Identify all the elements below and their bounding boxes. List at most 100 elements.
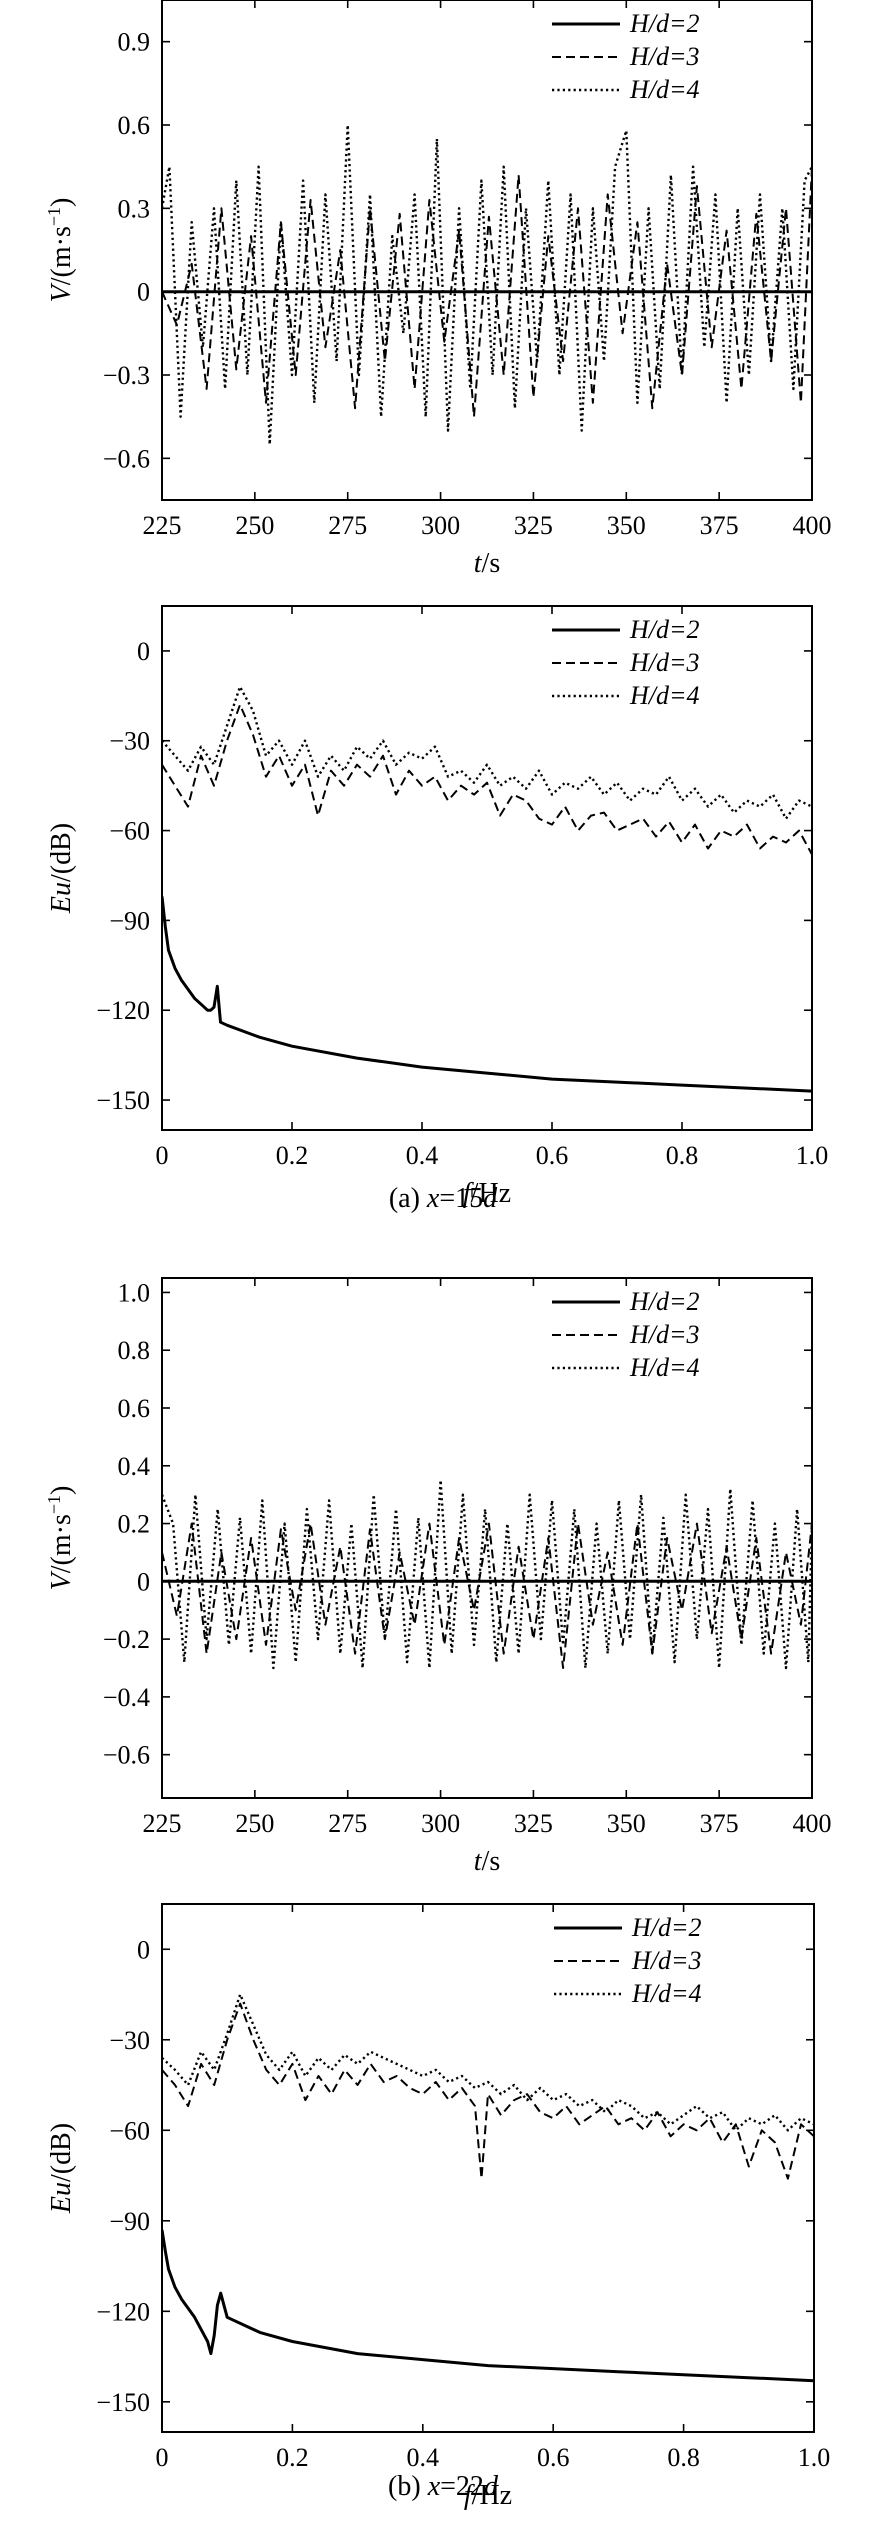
caption-b-var: x <box>427 2471 441 2502</box>
chart2-ytick-label: 0 <box>137 1567 150 1596</box>
chart3-legend-label: H/d=2 <box>631 1913 702 1942</box>
chart3-xtick-label: 0.8 <box>667 2443 700 2472</box>
chart3-series-line-solid <box>162 2229 814 2383</box>
chart0-ytick-label: 0 <box>137 278 150 307</box>
chart1-xtick-label: 0.6 <box>536 1141 569 1170</box>
chart3-xtick-label: 0.2 <box>276 2443 309 2472</box>
chart0-ytick-label: −0.3 <box>103 361 150 390</box>
chart2-ytick-label: 0.6 <box>118 1394 151 1423</box>
chart2-legend-label: H/d=3 <box>629 1320 700 1349</box>
chart3-series-line-dashed <box>162 2002 814 2180</box>
chart0-xtick-label: 350 <box>607 511 646 540</box>
chart2-series-line-dashed <box>162 1522 812 1669</box>
panel-a-velocity-chart: 225 250 275 300 325 350 375 400 −0.6 −0.3 0 0.3 0.6 0… <box>44 0 832 579</box>
chart0-x-axis-label: t/s <box>474 548 500 579</box>
chart2-series-line-dotted <box>162 1478 812 1670</box>
chart0-y-axis-unit-sup: −1 <box>44 207 64 226</box>
chart3-y-axis-label: Eu/(dB) <box>46 2123 77 2214</box>
chart1-ytick-label: −150 <box>96 1086 150 1115</box>
chart2-ytick-label: −0.4 <box>103 1683 150 1712</box>
chart0-ytick-label: 0.9 <box>118 28 151 57</box>
chart0-xtick-label: 375 <box>700 511 739 540</box>
chart0-xtick-label: 400 <box>793 511 832 540</box>
chart2-y-axis-var: V <box>46 1570 77 1590</box>
chart1-legend-label: H/d=4 <box>629 681 700 710</box>
panel-b-spectrum-chart: 0 0.2 0.4 0.6 0.8 1.0 −150 −120 −90 −60 −30 0 f/Hz Eu… <box>46 1903 830 2511</box>
caption-a-unit: d <box>483 1183 498 1214</box>
chart0-xtick-label: 225 <box>143 511 182 540</box>
chart1-x-axis-unit: /Hz <box>471 1178 511 1209</box>
chart0-y-axis-unit-tail: ) <box>46 198 77 207</box>
chart2-ytick-label: −0.6 <box>103 1741 150 1770</box>
chart0-legend-label: H/d=3 <box>629 42 700 71</box>
chart3-xtick-label: 0.4 <box>407 2443 440 2472</box>
chart0-ytick-label: 0.6 <box>118 111 151 140</box>
chart2-xtick-label: 400 <box>793 1809 832 1838</box>
chart2-y-axis-unit: /(m·s <box>46 1514 77 1573</box>
chart1-x-axis-var: f <box>463 1178 474 1209</box>
chart0-ytick-label: −0.6 <box>103 444 150 473</box>
chart2-xtick-label: 275 <box>328 1809 367 1838</box>
chart1-y-axis-label: Eu/(dB) <box>46 823 77 914</box>
chart1-xtick-label: 0 <box>156 1141 169 1170</box>
chart3-x-axis-unit: /Hz <box>472 2480 512 2511</box>
chart2-x-axis-var: t <box>474 1846 483 1877</box>
chart1-series-line-solid <box>162 896 812 1093</box>
panel-b-velocity-chart: 225 250 275 300 325 350 375 400 −0.6 −0.4 −0.2 0 0.2… <box>44 1277 832 1877</box>
chart0-series-line-dashed <box>162 166 812 418</box>
chart3-ytick-label: −60 <box>109 2116 150 2145</box>
chart2-x-axis-unit: /s <box>482 1846 501 1877</box>
chart2-ytick-label: −0.2 <box>103 1625 150 1654</box>
chart2-xtick-label: 225 <box>143 1809 182 1838</box>
chart1-xtick-label: 1.0 <box>796 1141 829 1170</box>
caption-b: (b) x=22d <box>388 2471 499 2502</box>
chart3-y-axis-var: Eu <box>46 2182 77 2214</box>
chart3-series-line-dotted <box>162 1993 814 2132</box>
chart2-y-axis-unit-sup: −1 <box>44 1495 64 1514</box>
chart2-legend-label: H/d=4 <box>629 1353 700 1382</box>
chart0-y-axis-label: V/(m·s−1) <box>44 198 77 303</box>
chart3-xtick-label: 0.6 <box>537 2443 570 2472</box>
chart2-xtick-label: 325 <box>514 1809 553 1838</box>
chart3-ytick-label: −150 <box>96 2388 150 2417</box>
chart1-xtick-label: 0.2 <box>276 1141 309 1170</box>
chart3-ytick-label: −90 <box>109 2207 150 2236</box>
chart1-ytick-label: −30 <box>109 727 150 756</box>
chart1-ytick-label: 0 <box>137 637 150 666</box>
chart3-legend-label: H/d=4 <box>631 1979 702 2008</box>
chart1-ytick-label: −60 <box>109 817 150 846</box>
chart2-ytick-label: 0.4 <box>118 1452 151 1481</box>
chart1-series-line-dotted <box>162 685 812 820</box>
panel-a-spectrum-chart: 0 0.2 0.4 0.6 0.8 1.0 −150 −120 −90 −60 −30 0 f/Hz Eu… <box>46 605 829 1209</box>
chart3-ytick-label: 0 <box>137 1935 150 1964</box>
chart1-plot-frame <box>161 605 813 1131</box>
chart3-legend-label: H/d=3 <box>631 1946 702 1975</box>
chart2-xtick-label: 250 <box>235 1809 274 1838</box>
chart2-plot-frame <box>161 1277 813 1799</box>
chart2-ytick-label: 0.2 <box>118 1510 151 1539</box>
chart3-ytick-label: −120 <box>96 2297 150 2326</box>
caption-a: (a) x=15d <box>389 1183 498 1214</box>
chart0-xtick-label: 275 <box>328 511 367 540</box>
chart0-legend-label: H/d=4 <box>629 75 700 104</box>
chart0-x-axis-var: t <box>474 548 483 579</box>
chart2-xtick-label: 375 <box>700 1809 739 1838</box>
chart2-legend-label: H/d=2 <box>629 1287 700 1316</box>
chart0-xtick-label: 300 <box>421 511 460 540</box>
chart0-y-axis-var: V <box>46 282 77 302</box>
caption-b-unit: d <box>484 2471 499 2502</box>
chart0-y-axis-unit: /(m·s <box>46 226 77 285</box>
chart1-xtick-label: 0.8 <box>666 1141 699 1170</box>
caption-a-mid: =15 <box>439 1183 483 1214</box>
chart0-xtick-label: 250 <box>235 511 274 540</box>
caption-a-var: x <box>426 1183 440 1214</box>
caption-b-mid: =22 <box>440 2471 484 2502</box>
chart1-y-axis-var: Eu <box>46 882 77 914</box>
chart3-ytick-label: −30 <box>109 2026 150 2055</box>
caption-b-prefix: (b) <box>388 2471 428 2502</box>
chart2-ytick-label: 1.0 <box>118 1278 151 1307</box>
chart3-plot-frame <box>161 1903 815 2433</box>
chart1-legend-label: H/d=2 <box>629 615 700 644</box>
chart0-ytick-label: 0.3 <box>118 194 151 223</box>
